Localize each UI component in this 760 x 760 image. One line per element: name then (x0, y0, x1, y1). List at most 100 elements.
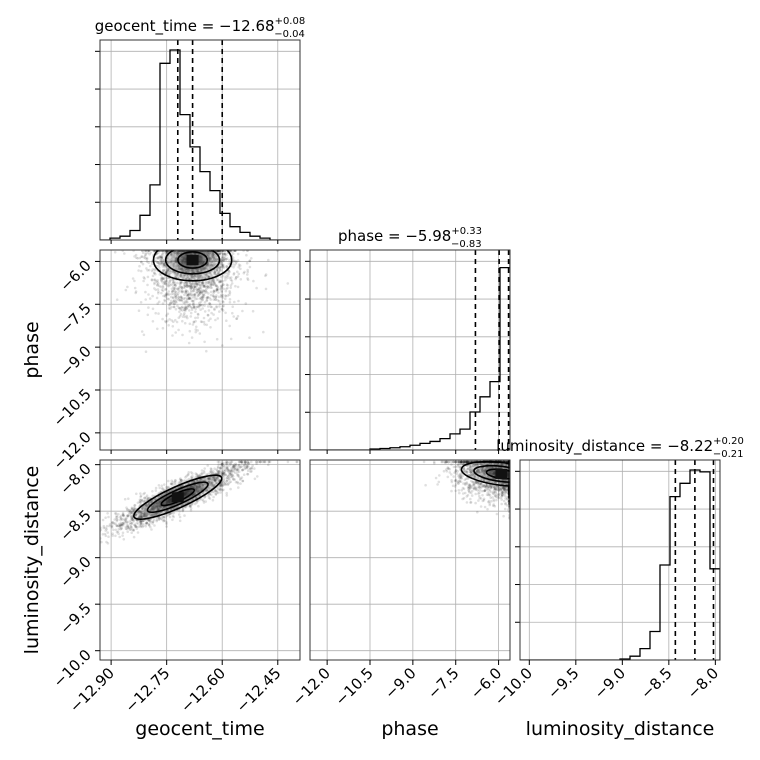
sample-point (114, 522, 117, 525)
sample-point (183, 286, 187, 289)
sample-point (225, 276, 229, 280)
sample-point (267, 460, 271, 464)
sample-point (204, 280, 208, 284)
sample-point (209, 317, 212, 321)
sample-point (83, 541, 86, 544)
sample-point (192, 289, 195, 293)
sample-point (194, 316, 197, 320)
sample-point (231, 256, 235, 260)
sample-point (146, 313, 150, 317)
sample-point (193, 293, 196, 297)
sample-point (194, 307, 197, 311)
sample-point (92, 529, 95, 532)
sample-point (493, 504, 497, 508)
sample-point (450, 480, 454, 484)
sample-point (122, 518, 126, 521)
sample-point (268, 460, 272, 464)
sample-point (211, 498, 215, 502)
sample-point (153, 278, 157, 282)
sample-point (248, 259, 252, 263)
sample-point (216, 465, 220, 469)
sample-point (200, 320, 204, 324)
sample-point (471, 480, 475, 484)
contour-line (164, 250, 221, 275)
sample-point (125, 516, 128, 520)
sample-point (234, 284, 237, 288)
sample-point (162, 282, 166, 286)
sample-point (247, 465, 250, 468)
sample-point (126, 530, 129, 533)
sample-point (231, 469, 234, 473)
sample-point (130, 506, 134, 510)
sample-point (484, 488, 487, 492)
sample-point (216, 285, 219, 289)
sample-point (103, 532, 107, 536)
sample-point (229, 284, 233, 287)
sample-point (234, 262, 237, 265)
sample-point (209, 284, 212, 288)
sample-point (117, 524, 120, 528)
sample-point (192, 305, 196, 309)
density-peak (186, 255, 199, 265)
sample-point (179, 290, 183, 293)
sample-point (119, 521, 123, 525)
sample-point (141, 262, 145, 266)
sample-point (228, 293, 231, 296)
sample-point (126, 514, 129, 517)
sample-point (201, 283, 205, 286)
sample-point (212, 279, 216, 283)
sample-point (185, 285, 189, 288)
sample-point (112, 528, 115, 532)
sample-point (197, 287, 201, 290)
sample-point (140, 260, 143, 264)
sample-point (225, 319, 228, 323)
sample-point (185, 298, 189, 302)
sample-point (148, 524, 151, 527)
sample-point (237, 465, 240, 469)
sample-point (189, 305, 193, 309)
sample-point (192, 301, 195, 305)
sample-point (201, 298, 204, 302)
sample-point (187, 471, 190, 474)
sample-point (206, 313, 210, 317)
sample-point (178, 515, 182, 519)
sample-point (153, 287, 156, 290)
sample-point (110, 521, 114, 525)
sample-point (234, 276, 238, 279)
sample-point (220, 470, 223, 473)
sample-point (470, 486, 473, 490)
sample-point (225, 283, 229, 287)
sample-point (181, 290, 184, 294)
sample-point (236, 480, 239, 484)
sample-point (227, 270, 230, 273)
sample-point (258, 460, 262, 464)
sample-point (493, 487, 497, 491)
sample-point (154, 268, 157, 272)
sample-point (186, 292, 189, 296)
sample-point (155, 260, 158, 263)
sample-point (143, 256, 146, 259)
sample-point (243, 467, 247, 471)
sample-point (107, 535, 110, 538)
sample-point (203, 301, 207, 304)
sample-point (190, 308, 194, 312)
sample-point (133, 286, 137, 290)
sample-point (221, 283, 225, 287)
sample-point (141, 525, 144, 529)
sample-point (196, 290, 200, 294)
sample-point (215, 288, 219, 292)
sample-point (226, 483, 230, 487)
sample-point (136, 257, 139, 260)
sample-point (139, 522, 142, 526)
sample-point (150, 278, 154, 281)
sample-point (238, 466, 242, 469)
sample-point (164, 282, 167, 285)
sample-point (145, 521, 148, 524)
sample-point (469, 485, 473, 488)
sample-point (161, 286, 165, 289)
sample-point (187, 297, 191, 300)
sample-point (146, 251, 150, 255)
sample-point (228, 481, 231, 484)
sample-point (241, 309, 244, 313)
sample-point (128, 522, 132, 526)
